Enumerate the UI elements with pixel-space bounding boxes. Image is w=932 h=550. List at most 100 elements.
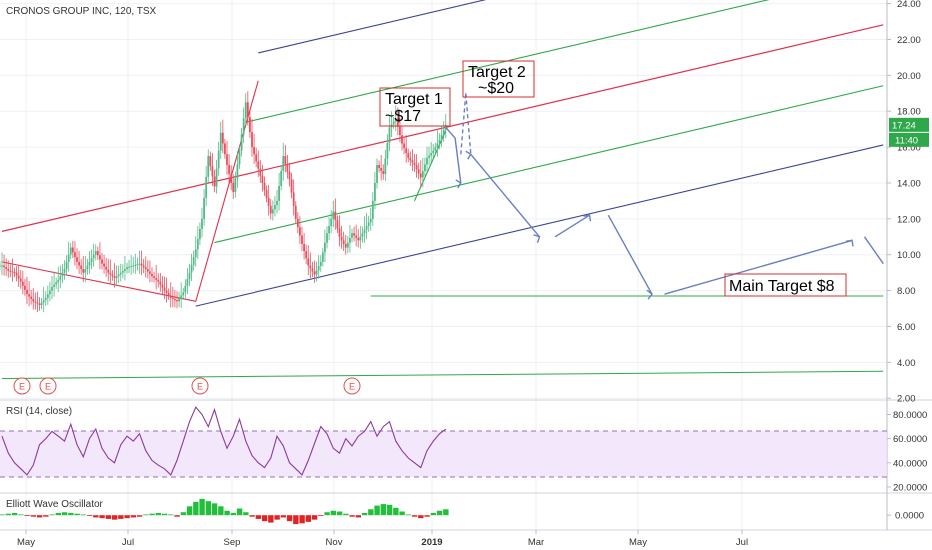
candle-body	[36, 302, 39, 304]
candle-body	[115, 276, 118, 279]
ewo-bar	[311, 515, 318, 520]
candle-body	[255, 154, 258, 162]
ewo-bar	[211, 503, 218, 516]
candle-body	[184, 285, 187, 293]
candle-body	[44, 297, 47, 301]
ewo-bar	[318, 515, 324, 516]
ewo-bar	[30, 515, 37, 517]
earnings-marker-4[interactable]: E	[343, 377, 361, 395]
candle-body	[299, 227, 301, 236]
lower-support-line	[1, 370, 884, 379]
candle-body	[3, 265, 5, 268]
candle-body	[26, 289, 28, 295]
candle-body	[294, 205, 297, 219]
ewo-bar	[0, 514, 5, 516]
earnings-marker-3[interactable]: E	[191, 377, 209, 395]
candle-body	[301, 235, 303, 244]
candle-body	[19, 278, 22, 282]
candle-body	[128, 266, 130, 268]
rsi-axis: 80.0000 60.0000 40.0000 20.0000	[887, 410, 927, 493]
rsi-tick-label: 20.0000	[893, 482, 927, 493]
candle-body	[369, 218, 372, 223]
rsi-series	[1, 406, 447, 476]
price-tick-label: 16.00	[897, 143, 921, 154]
ewo-bar	[355, 515, 362, 518]
arrowhead-b	[465, 150, 472, 160]
projection-dashed-leg-2	[465, 93, 472, 155]
candle-body	[53, 284, 55, 287]
candle-body	[376, 165, 378, 183]
price-tick-label: 12.00	[897, 214, 921, 225]
candle-body	[126, 267, 128, 270]
annotation-main-target: Main Target $8	[724, 273, 847, 297]
ewo-bar	[43, 515, 49, 517]
candle-body	[401, 135, 403, 144]
ewo-bar	[349, 515, 355, 517]
pitchfork-upper-inner	[245, 0, 770, 123]
candle-body	[92, 254, 95, 259]
candle-body	[357, 237, 360, 241]
price-tick-label: 24.00	[897, 0, 921, 10]
candle-body	[107, 269, 110, 273]
candle-body	[63, 269, 66, 273]
candle-body	[46, 294, 49, 298]
candle-body	[209, 156, 212, 167]
ewo-bar	[430, 512, 437, 516]
candle-body	[132, 265, 135, 267]
ewo-bar	[393, 507, 399, 516]
candle-body	[346, 242, 349, 248]
projection-leg-a	[445, 126, 462, 184]
projection-leg-e	[664, 239, 853, 295]
ewo-bar	[230, 512, 237, 516]
ewo-bar	[86, 515, 93, 516]
ewo-bar	[436, 510, 443, 516]
candle-body	[101, 259, 103, 264]
candle-body	[278, 185, 280, 201]
candle-body	[69, 247, 72, 255]
ewo-bar	[418, 515, 424, 519]
candle-body	[32, 298, 35, 302]
candle-body	[361, 233, 364, 237]
candle-body	[119, 272, 122, 275]
time-axis: May Jul Sep Nov 2019 Mar May Jul	[17, 530, 748, 548]
candle-body	[144, 267, 147, 270]
earnings-marker-2[interactable]: E	[39, 377, 57, 395]
candle-body	[384, 158, 387, 174]
candle-body	[411, 160, 414, 163]
ewo-bar	[249, 515, 255, 517]
rsi-tick-label: 80.0000	[893, 410, 927, 421]
ewo-bar	[143, 514, 149, 516]
candle-body	[419, 173, 422, 178]
candle-body	[326, 233, 328, 243]
candle-body	[324, 242, 326, 253]
candle-body	[251, 132, 253, 148]
ewo-bar	[374, 505, 380, 516]
candle-body	[111, 274, 114, 277]
pitchfork-handle-left	[1, 261, 196, 302]
candle-body	[263, 182, 266, 191]
candle-body	[207, 156, 210, 177]
ewo-bar	[124, 515, 130, 519]
ewo-bar	[149, 513, 155, 516]
ewo-axis: 0.0000	[887, 511, 924, 522]
candle-body	[192, 257, 195, 265]
candle-body	[169, 295, 172, 298]
candle-body	[290, 179, 293, 193]
candle-body	[188, 272, 191, 280]
candle-body	[199, 228, 201, 240]
price-tick-label: 6.00	[897, 322, 916, 333]
candle-body	[7, 269, 10, 271]
earnings-marker-1[interactable]: E	[13, 377, 31, 395]
ewo-bar	[105, 515, 112, 519]
arrowhead-a	[455, 179, 462, 189]
candle-body	[182, 292, 185, 296]
candle-body	[355, 235, 358, 238]
candle-body	[99, 255, 101, 260]
ewo-bar	[218, 506, 224, 516]
time-tick-label: Jul	[122, 537, 134, 548]
candle-body	[432, 150, 435, 154]
candle-body	[40, 302, 43, 305]
candle-body	[380, 168, 383, 172]
candle-body	[153, 276, 155, 279]
candle-body	[219, 132, 222, 151]
